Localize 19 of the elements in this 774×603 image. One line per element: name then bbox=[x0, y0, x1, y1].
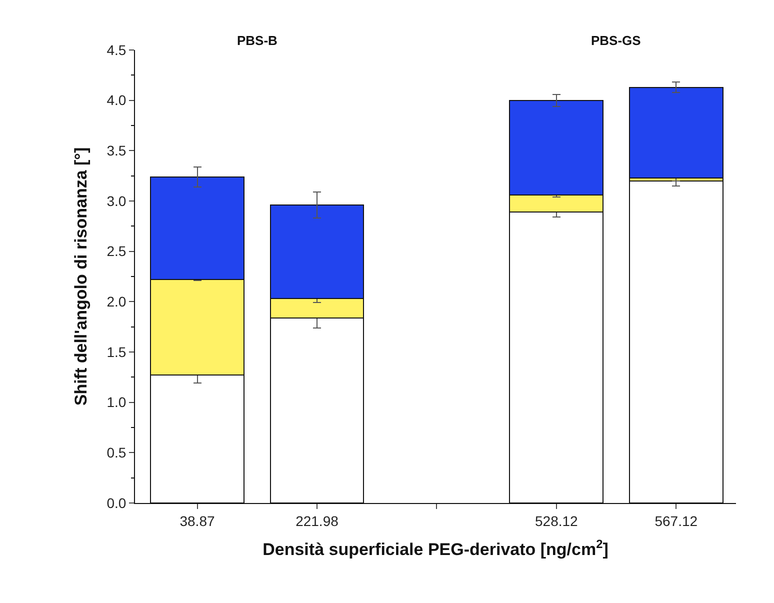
y-tick-label: 2.0 bbox=[106, 294, 126, 310]
text: PBS-GS bbox=[591, 33, 642, 48]
y-tick-label: 0.0 bbox=[106, 494, 126, 511]
y-tick-label: 4.0 bbox=[106, 92, 126, 108]
x-tick-label: 567.12 bbox=[654, 512, 698, 529]
y-axis-title: Shift dell'angolo di risonanza [°] bbox=[71, 147, 90, 406]
y-tick-label: 1.5 bbox=[106, 344, 126, 360]
text: PBS-B bbox=[237, 33, 278, 48]
x-tick-label: 38.87 bbox=[180, 512, 215, 529]
y-tick-label: 2.5 bbox=[106, 243, 126, 260]
y-tick-label: 0.5 bbox=[106, 444, 126, 461]
bar bbox=[628, 86, 724, 178]
x-tick-label: 221.98 bbox=[296, 512, 339, 529]
x-tick-label: 528.12 bbox=[535, 512, 578, 529]
x-axis-title: Densità superficiale PEG-derivato [ng/cm$^{2}$] bbox=[262, 537, 608, 560]
y-tick-label: 1.0 bbox=[106, 394, 126, 410]
y-tick-label: 3.0 bbox=[106, 192, 126, 209]
y-tick-label: 3.5 bbox=[106, 142, 126, 159]
y-tick-label: 4.5 bbox=[106, 42, 126, 58]
